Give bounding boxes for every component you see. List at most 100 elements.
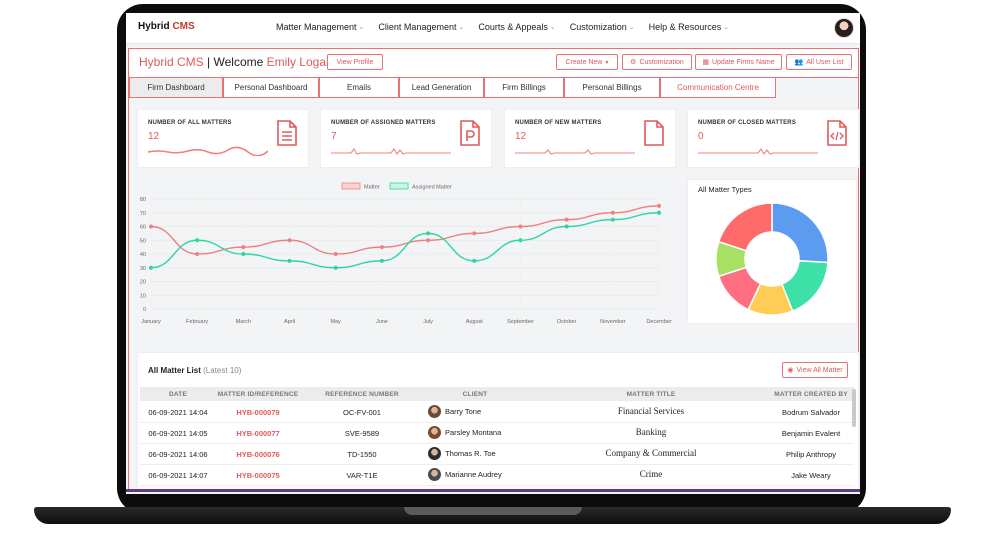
cell-created-by: Jake Weary — [791, 471, 831, 480]
client-avatar — [428, 447, 441, 460]
card-title: NUMBER OF ALL MATTERS — [148, 120, 232, 126]
cell-matter-title: Financial Services — [617, 406, 685, 416]
dashboard-tabs: Firm Dashboard Personal Dashboard Emails… — [129, 78, 776, 98]
create-new-button[interactable]: Create New ▾ — [556, 54, 618, 70]
legend-label: Assigned Matter — [412, 185, 452, 191]
col-created-by: MATTER CREATED BY — [774, 391, 848, 398]
chevron-down-icon: ⌄ — [628, 24, 635, 31]
page-title: Hybrid CMS | Welcome Emily Logan — [139, 55, 333, 69]
view-all-matter-button[interactable]: ◉ View All Matter — [782, 362, 848, 378]
sparkline — [148, 146, 268, 156]
matters-line-chart: 0 10 20 30 40 50 60 70 80 January February March Apr… — [140, 182, 672, 325]
document-code-icon — [827, 120, 847, 146]
data-point — [287, 238, 292, 243]
view-profile-button[interactable]: View Profile — [327, 54, 383, 70]
nav-courts-appeals[interactable]: Courts & Appeals ⌄ — [478, 22, 556, 32]
cell-date: 06-09-2021 14:05 — [148, 429, 208, 438]
card-value: 7 — [331, 131, 337, 142]
chevron-down-icon: ⌄ — [358, 24, 365, 31]
x-tick-label: December — [646, 319, 672, 325]
nav-help-resources[interactable]: Help & Resources ⌄ — [648, 22, 730, 32]
main-nav: Matter Management ⌄ Client Management ⌄ Co… — [276, 22, 743, 32]
all-user-list-button[interactable]: 👥 All User List — [786, 54, 852, 70]
laptop-base — [34, 507, 951, 524]
customization-button[interactable]: ⚙ Customization — [622, 54, 692, 70]
table-header: DATE MATTER ID/REFERENCE REFERENCE NUMBE… — [140, 387, 854, 401]
x-tick-label: August — [466, 319, 484, 325]
x-tick-label: March — [236, 319, 251, 325]
stat-card-new-matters: NUMBER OF NEW MATTERS 12 — [504, 109, 676, 168]
update-firms-name-button[interactable]: ▦ Update Firms Name — [695, 54, 782, 70]
tab-communication-centre[interactable]: Communication Centre — [660, 78, 776, 98]
data-point — [518, 238, 523, 243]
eye-icon: ◉ — [787, 367, 794, 374]
cell-created-by: Philip Anthropy — [785, 450, 837, 459]
series-line-matter — [150, 205, 660, 255]
cell-matter-id[interactable]: HYB-000077 — [236, 429, 280, 438]
col-matter-title: MATTER TITLE — [626, 391, 676, 398]
cell-matter-id[interactable]: HYB-000075 — [236, 471, 280, 480]
tab-personal-billings[interactable]: Personal Billings — [564, 78, 660, 98]
cell-client[interactable]: Barry Tone — [428, 405, 481, 418]
data-point — [610, 210, 615, 215]
grid-icon: ▦ — [702, 59, 709, 66]
donut-slice[interactable] — [771, 202, 829, 264]
data-point — [149, 265, 153, 270]
cell-client[interactable]: Thomas R. Toe — [428, 447, 496, 460]
x-tick-label: June — [376, 319, 388, 325]
stat-card-assigned-matters: NUMBER OF ASSIGNED MATTERS 7 — [320, 109, 492, 168]
cell-created-by: Bodrum Salvador — [782, 408, 840, 417]
data-point — [472, 231, 477, 236]
data-point — [472, 258, 477, 263]
table-row[interactable]: 06-09-2021 14:05 HYB-000077 SVE-9589 Parsle… — [140, 423, 854, 444]
y-tick-label: 70 — [140, 211, 146, 217]
cell-matter-id[interactable]: HYB-000079 — [236, 408, 280, 417]
x-tick-label: April — [284, 319, 295, 325]
col-matter-id: MATTER ID/REFERENCE — [217, 391, 299, 398]
cell-client[interactable]: Marianne Audrey — [428, 468, 502, 481]
tab-firm-dashboard[interactable]: Firm Dashboard — [129, 78, 223, 98]
cell-matter-title: Crime — [639, 469, 663, 479]
cell-date: 06-09-2021 14:06 — [148, 450, 208, 459]
table-row[interactable]: 06-09-2021 14:07 HYB-000075 VAR-T1E Mariann… — [140, 465, 854, 486]
user-avatar[interactable] — [834, 18, 854, 38]
nav-client-management[interactable]: Client Management ⌄ — [378, 22, 465, 32]
col-client: CLIENT — [462, 391, 488, 398]
tab-firm-billings[interactable]: Firm Billings — [484, 78, 564, 98]
nav-matter-management[interactable]: Matter Management ⌄ — [276, 22, 365, 32]
data-point — [426, 238, 431, 243]
document-p-icon — [460, 120, 480, 146]
y-tick-label: 60 — [140, 225, 146, 231]
y-tick-label: 20 — [140, 280, 146, 286]
tab-lead-generation[interactable]: Lead Generation — [399, 78, 484, 98]
chevron-down-icon: ⌄ — [549, 24, 556, 31]
data-point — [610, 217, 615, 222]
brand-logo[interactable]: Hybrid CMS — [138, 21, 195, 32]
table-row[interactable]: 06-09-2021 14:06 HYB-000076 TD-1550 Thomas … — [140, 444, 854, 465]
tab-emails[interactable]: Emails — [319, 78, 399, 98]
document-blank-icon — [644, 120, 664, 146]
x-tick-label: February — [186, 319, 208, 325]
cell-client[interactable]: Parsley Montana — [428, 426, 501, 439]
matter-types-card: All Matter Types — [687, 179, 857, 324]
cell-matter-title: Banking — [635, 427, 667, 437]
data-point — [195, 252, 200, 256]
data-point — [426, 231, 431, 236]
x-tick-label: July — [423, 319, 433, 325]
data-point — [379, 258, 384, 263]
data-point — [657, 203, 661, 208]
cell-matter-id[interactable]: HYB-000076 — [236, 450, 280, 459]
brand-suffix: CMS — [172, 21, 195, 32]
nav-customization[interactable]: Customization ⌄ — [569, 22, 635, 32]
table-scrollbar[interactable] — [852, 389, 856, 427]
data-point — [287, 258, 292, 263]
donut-slice[interactable] — [717, 202, 773, 252]
table-row[interactable]: 06-09-2021 14:04 HYB-000079 OC-FV-001 Barry… — [140, 402, 854, 423]
x-tick-label: May — [331, 319, 342, 325]
data-point — [564, 224, 569, 229]
laptop-notch — [404, 507, 582, 515]
tab-personal-dashboard[interactable]: Personal Dashboard — [223, 78, 319, 98]
y-tick-label: 40 — [140, 252, 146, 258]
y-tick-label: 50 — [140, 238, 146, 244]
legend-label: Matter — [364, 185, 380, 191]
